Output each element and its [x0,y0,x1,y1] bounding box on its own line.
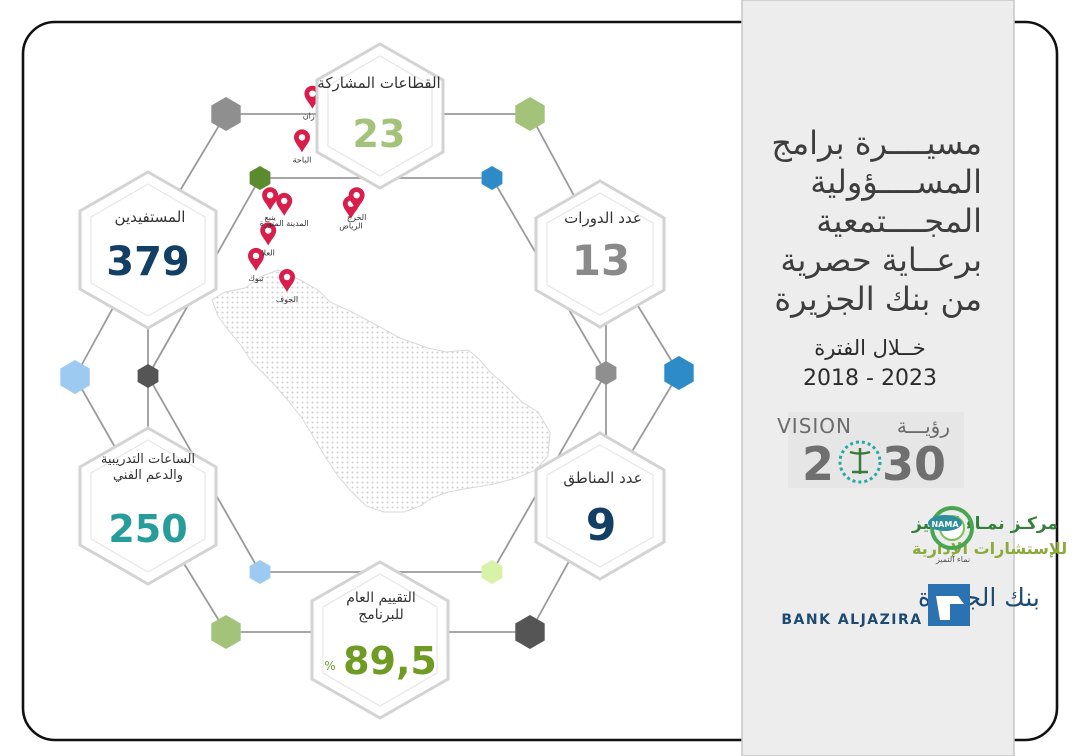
stat-courses: عدد الدورات 13 [534,179,666,329]
nama-emblem-icon [928,506,974,550]
map-pin-icon [294,129,310,153]
small-hexagon-11 [481,560,503,584]
beneficiaries-label: المستفيدين [115,208,186,226]
small-hexagon-5 [515,615,545,649]
city-label: الباحة [293,155,312,164]
city-label: جازان [303,112,322,121]
sectors-value: 23 [353,112,406,156]
small-hexagon-8 [137,364,159,388]
period-label: خــلال الفترة [814,336,926,360]
small-hexagon-4 [211,615,241,649]
hours-value: 250 [108,507,187,551]
city-label: تبوك [248,274,263,283]
map-pin-icon [276,192,293,216]
decorative-hexagons [60,97,694,649]
stat-hours: الساعات التدريبية والدعم الفني 250 [78,426,218,586]
small-hexagon-3 [664,356,694,390]
courses-label: عدد الدورات [564,209,642,227]
vision-year-digit: 2 [802,437,834,491]
small-hexagon-9 [595,361,617,385]
evaluation-value: 89,5 [343,639,437,683]
city-label: المدينة المنورة [260,219,309,228]
map-pin-icon [262,187,279,211]
nama-caption: نماء التميز [935,555,970,564]
vision-word: VISION [777,414,852,438]
regions-label: عدد المناطق [563,469,642,487]
stat-beneficiaries: المستفيدين 379 [78,170,218,330]
stat-evaluation: التقييم العام للبرنامج 89,5 % [310,560,450,720]
nama-line2: للإستشارات الإدارية [912,539,1067,558]
content-frame [21,20,1059,742]
vision-2030-logo: VISION رؤيـــة 2 30 [777,412,964,491]
beneficiaries-value: 379 [106,239,190,285]
city-label: الجوف [276,295,298,304]
sectors-label: القطاعات المشاركة [317,74,440,92]
regions-value: 9 [586,500,617,551]
hours-label: الساعات التدريبية والدعم الفني [100,452,196,483]
vision-year-digits: 30 [882,437,946,491]
city-label: الخرج [347,213,366,222]
palm-emblem-icon [838,440,882,484]
city-label: العلا [262,249,275,258]
city-label: الرياض [339,222,362,231]
small-hexagon-0 [211,97,241,131]
small-hexagon-7 [481,166,503,190]
bank-aljazira-logo: بنك الجزيرة BANK ALJAZIRA [781,583,1039,628]
bank-english-name: BANK ALJAZIRA [781,612,922,628]
vision-arabic: رؤيـــة [897,414,950,438]
sidebar-title: مسيــــرة برامج المســــؤولية المجــــتم… [771,124,982,318]
stat-regions: عدد المناطق 9 [534,431,666,581]
stat-sectors: القطاعات المشاركة 23 [315,42,445,190]
small-hexagon-6 [249,166,271,190]
courses-value: 13 [572,236,630,285]
evaluation-unit: % [324,659,335,673]
small-hexagon-10 [249,560,271,584]
sidebar-panel [741,0,1015,756]
small-hexagon-2 [60,360,90,394]
evaluation-label: التقييم العام للبرنامج [346,590,416,623]
city-label: ينبع [264,213,275,222]
nama-logo: مركـز نمـاء التميز للإستشارات الإدارية N… [911,506,1067,564]
period-range: 2018 - 2023 [803,366,937,391]
small-hexagon-1 [515,97,545,131]
nama-badge: NAMA [931,520,959,529]
bank-emblem-icon [928,584,970,626]
map-shape [211,269,551,513]
